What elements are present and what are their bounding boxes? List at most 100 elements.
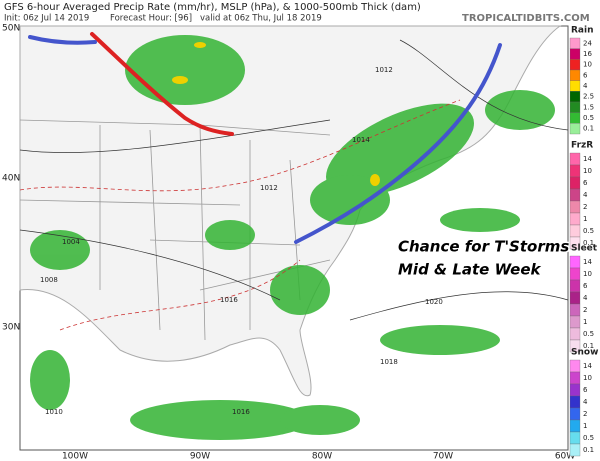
precip-areas <box>30 35 555 440</box>
longitude-label: 90W <box>190 452 210 461</box>
legend-tick: 0.5 <box>583 434 594 442</box>
legend-tick: 2.5 <box>583 93 594 101</box>
cold-front <box>294 43 502 244</box>
isobars <box>19 39 569 321</box>
legend-swatch <box>569 188 581 202</box>
longitude-label: 70W <box>433 452 453 461</box>
map-title: GFS 6-hour Averaged Precip Rate (mm/hr),… <box>4 2 421 13</box>
legend-swatch <box>569 419 581 433</box>
legend-swatch <box>569 339 581 353</box>
legend-tick: 10 <box>583 374 592 382</box>
legend-swatch <box>569 48 581 60</box>
legend-tick: 0.5 <box>583 330 594 338</box>
legend-title: FrzR <box>571 141 593 151</box>
legend-tick: 4 <box>583 398 588 406</box>
legend-tick: 6 <box>583 179 588 187</box>
contour-label: 1010 <box>45 408 63 416</box>
legend-title: Sleet <box>571 244 598 254</box>
legend-tick: 2 <box>583 203 587 211</box>
contour-label: 1008 <box>40 276 58 284</box>
contour-label: 1016 <box>232 408 250 416</box>
legend-swatch <box>569 69 581 81</box>
legend-swatch <box>569 303 581 317</box>
legend-tick: 10 <box>583 61 592 69</box>
legend-tick: 16 <box>583 50 592 58</box>
contour-label: 1014 <box>352 136 370 144</box>
legend-tick: 1 <box>583 318 587 326</box>
latitude-label: 30N <box>2 323 20 333</box>
legend-title: Snow <box>571 348 598 358</box>
legend-title: Rain <box>571 26 594 36</box>
legend-swatch <box>569 443 581 457</box>
legend-tick: 1.5 <box>583 103 594 111</box>
legend-tick: 14 <box>583 258 592 266</box>
annotation-line: Chance for T'Storms <box>398 238 569 256</box>
legend-tick: 6 <box>583 386 588 394</box>
legend-swatch <box>569 200 581 214</box>
contour-label: 1012 <box>260 184 278 192</box>
legend-tick: 0.1 <box>583 342 594 350</box>
contour-label: 1018 <box>380 358 398 366</box>
legend-tick: 24 <box>583 39 592 47</box>
legend-swatch <box>569 327 581 341</box>
legend-swatch <box>569 212 581 226</box>
legend-swatch <box>569 267 581 281</box>
contour-label: 1020 <box>425 298 443 306</box>
legend-swatch <box>569 291 581 305</box>
legend-swatch <box>569 59 581 71</box>
legend-swatch <box>569 152 581 166</box>
legend-swatch <box>569 236 581 250</box>
legend-tick: 14 <box>583 155 592 163</box>
longitude-label: 100W <box>62 452 88 461</box>
legend-tick: 0.5 <box>583 227 594 235</box>
legend-tick: 4 <box>583 294 588 302</box>
legend-swatch <box>569 37 581 49</box>
legend-tick: 6 <box>583 71 588 79</box>
annotation-line: Mid & Late Week <box>398 261 542 279</box>
legend-tick: 0.1 <box>583 446 594 454</box>
legend-swatch <box>569 80 581 92</box>
cold-front-north <box>28 35 97 45</box>
legend-tick: 14 <box>583 362 592 370</box>
legend-swatch <box>569 431 581 445</box>
legend-tick: 1 <box>583 422 587 430</box>
forecast-hour: Forecast Hour: [96] <box>110 14 192 24</box>
legend-swatch <box>569 112 581 124</box>
contour-label: 1004 <box>62 238 80 246</box>
legend-tick: 0.1 <box>583 239 594 247</box>
legend-swatch <box>569 123 581 135</box>
latitude-label: 40N <box>2 174 20 184</box>
thickness-lines <box>19 99 461 331</box>
map-frame <box>19 25 569 451</box>
legend-swatch <box>569 371 581 385</box>
legend-tick: 4 <box>583 82 588 90</box>
credit: TROPICALTIDBITS.COM <box>462 13 590 24</box>
legend-swatch <box>569 383 581 397</box>
longitude-label: 60W <box>555 452 575 461</box>
legend-tick: 0.1 <box>583 125 594 133</box>
legend-tick: 4 <box>583 191 588 199</box>
legend-swatch <box>569 407 581 421</box>
contour-label: 1016 <box>220 296 238 304</box>
legend-swatch <box>569 255 581 269</box>
legend-tick: 2 <box>583 410 587 418</box>
legend-swatch <box>569 91 581 103</box>
legend-tick: 10 <box>583 270 592 278</box>
legend-swatch <box>569 359 581 373</box>
legend-tick: 0.5 <box>583 114 594 122</box>
latitude-label: 50N <box>2 24 20 34</box>
legend-tick: 10 <box>583 167 592 175</box>
contour-label: 1012 <box>375 66 393 74</box>
legend-tick: 6 <box>583 282 588 290</box>
legend-swatch <box>569 164 581 178</box>
init-time: Init: 06z Jul 14 2019 <box>4 14 89 24</box>
heavy-precip <box>172 42 380 186</box>
warm-front <box>90 32 234 136</box>
legend-swatch <box>569 176 581 190</box>
valid-time: valid at 06z Thu, Jul 18 2019 <box>200 14 322 24</box>
legend-swatch <box>569 101 581 113</box>
legend-swatch <box>569 395 581 409</box>
longitude-label: 80W <box>312 452 332 461</box>
